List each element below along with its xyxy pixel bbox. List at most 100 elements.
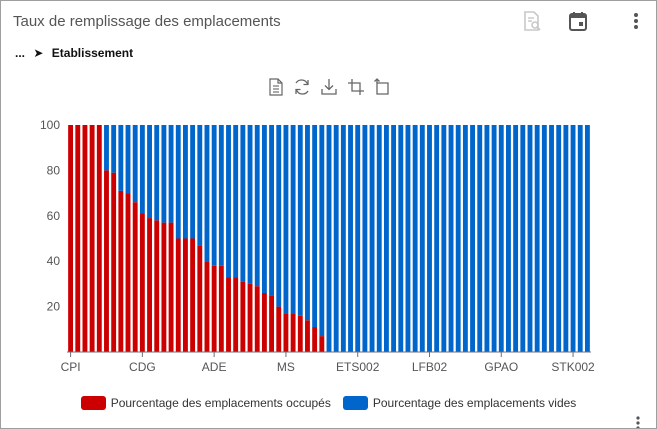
bar-occupied[interactable]: [190, 238, 196, 353]
bar-occupied[interactable]: [247, 283, 253, 352]
bar-empty[interactable]: [563, 125, 569, 352]
bar-empty[interactable]: [513, 125, 519, 352]
bar-occupied[interactable]: [82, 125, 88, 352]
bar-occupied[interactable]: [75, 125, 81, 352]
bar-empty[interactable]: [491, 125, 497, 352]
bar-empty[interactable]: [462, 125, 468, 352]
bar-empty[interactable]: [434, 125, 440, 352]
bar-occupied[interactable]: [104, 170, 109, 352]
bar-occupied[interactable]: [183, 238, 188, 353]
bar-empty[interactable]: [584, 125, 590, 352]
bar-occupied[interactable]: [261, 292, 267, 352]
bar-empty[interactable]: [398, 125, 404, 352]
bar-occupied[interactable]: [118, 190, 124, 352]
bar-empty[interactable]: [577, 125, 583, 352]
bar-empty[interactable]: [261, 125, 267, 293]
bar-occupied[interactable]: [197, 245, 203, 352]
bar-empty[interactable]: [412, 125, 418, 352]
bar-occupied[interactable]: [240, 281, 246, 352]
bar-empty[interactable]: [233, 125, 239, 278]
bar-empty[interactable]: [254, 125, 260, 287]
bar-empty[interactable]: [190, 125, 196, 239]
bar-empty[interactable]: [340, 125, 346, 352]
bar-empty[interactable]: [218, 125, 224, 266]
zoom-icon[interactable]: [347, 78, 365, 101]
bar-occupied[interactable]: [269, 295, 275, 352]
bar-occupied[interactable]: [161, 222, 167, 352]
calendar-icon[interactable]: [567, 10, 589, 37]
legend-item-occupied[interactable]: Pourcentage des emplacements occupés: [80, 396, 331, 410]
bar-occupied[interactable]: [132, 202, 138, 352]
bar-empty[interactable]: [154, 125, 160, 221]
bar-occupied[interactable]: [254, 286, 260, 352]
bar-empty[interactable]: [147, 125, 152, 219]
bar-empty[interactable]: [139, 125, 145, 214]
bar-empty[interactable]: [297, 125, 303, 316]
bar-empty[interactable]: [527, 125, 533, 352]
bar-empty[interactable]: [549, 125, 554, 352]
bar-occupied[interactable]: [68, 125, 74, 352]
bar-empty[interactable]: [312, 125, 318, 328]
bar-empty[interactable]: [125, 125, 131, 194]
bar-empty[interactable]: [247, 125, 253, 284]
bar-occupied[interactable]: [154, 220, 160, 352]
bar-empty[interactable]: [168, 125, 174, 223]
bar-empty[interactable]: [118, 125, 124, 191]
bar-empty[interactable]: [362, 125, 368, 352]
bar-empty[interactable]: [197, 125, 203, 246]
bar-occupied[interactable]: [147, 218, 152, 352]
bar-occupied[interactable]: [111, 172, 117, 352]
bar-empty[interactable]: [441, 125, 447, 352]
bar-empty[interactable]: [477, 125, 483, 352]
search-doc-icon[interactable]: [521, 10, 543, 37]
bar-empty[interactable]: [333, 125, 339, 352]
bar-occupied[interactable]: [297, 315, 303, 352]
bar-empty[interactable]: [319, 125, 325, 337]
bar-occupied[interactable]: [283, 313, 289, 352]
bar-occupied[interactable]: [139, 213, 145, 352]
restore-icon[interactable]: [293, 78, 311, 101]
bar-empty[interactable]: [506, 125, 511, 352]
bar-occupied[interactable]: [125, 193, 131, 352]
bar-empty[interactable]: [556, 125, 562, 352]
bar-empty[interactable]: [290, 125, 296, 314]
bar-occupied[interactable]: [218, 265, 224, 352]
bar-occupied[interactable]: [175, 238, 181, 353]
more-vert-icon[interactable]: [629, 10, 643, 37]
bar-occupied[interactable]: [89, 125, 95, 352]
bar-empty[interactable]: [132, 125, 138, 203]
bar-empty[interactable]: [276, 125, 282, 307]
bar-empty[interactable]: [383, 125, 389, 352]
bottom-more-vert-icon[interactable]: [633, 415, 643, 428]
save-image-icon[interactable]: [320, 78, 338, 101]
bar-empty[interactable]: [355, 125, 361, 352]
bar-occupied[interactable]: [96, 125, 102, 352]
bar-empty[interactable]: [520, 125, 526, 352]
bar-empty[interactable]: [498, 125, 504, 352]
bar-empty[interactable]: [541, 125, 547, 352]
legend-item-empty[interactable]: Pourcentage des emplacements vides: [342, 396, 576, 410]
bar-empty[interactable]: [104, 125, 109, 171]
bar-occupied[interactable]: [312, 327, 318, 352]
bar-empty[interactable]: [111, 125, 117, 173]
bar-empty[interactable]: [570, 125, 576, 352]
bar-empty[interactable]: [226, 125, 231, 278]
bar-empty[interactable]: [448, 125, 454, 352]
zoom-reset-icon[interactable]: [373, 78, 391, 101]
bar-occupied[interactable]: [168, 222, 174, 352]
bar-occupied[interactable]: [290, 313, 296, 352]
bar-empty[interactable]: [204, 125, 210, 262]
bar-occupied[interactable]: [319, 336, 325, 352]
bar-empty[interactable]: [369, 125, 375, 352]
bar-occupied[interactable]: [204, 261, 210, 352]
bar-empty[interactable]: [269, 125, 275, 296]
bar-empty[interactable]: [470, 125, 475, 352]
breadcrumb-ellipsis[interactable]: ...: [15, 46, 26, 60]
bar-empty[interactable]: [175, 125, 181, 239]
bar-empty[interactable]: [391, 125, 397, 352]
bar-occupied[interactable]: [276, 306, 282, 352]
bar-empty[interactable]: [427, 125, 432, 352]
bar-empty[interactable]: [161, 125, 167, 223]
bar-occupied[interactable]: [233, 277, 239, 352]
bar-occupied[interactable]: [211, 265, 217, 352]
